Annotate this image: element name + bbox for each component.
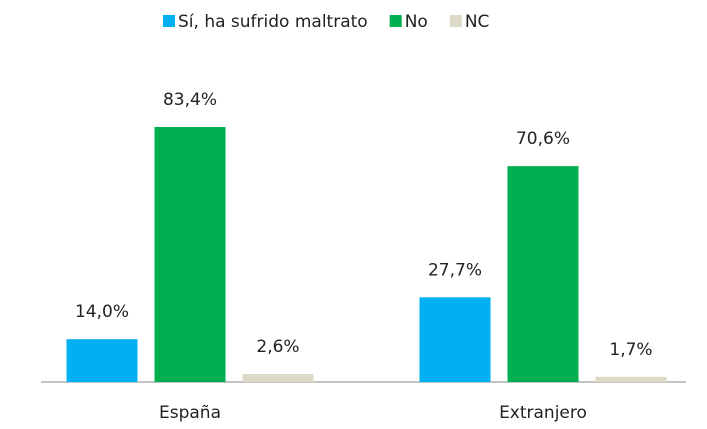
x-tick-label: Extranjero xyxy=(499,403,587,423)
bar xyxy=(595,376,667,382)
legend-swatch xyxy=(449,15,462,27)
data-label: 14,0% xyxy=(75,302,129,322)
bar xyxy=(66,339,138,382)
data-label: 1,7% xyxy=(609,340,652,360)
legend-swatch xyxy=(389,15,402,27)
data-label: 83,4% xyxy=(163,90,217,110)
legend-swatch xyxy=(163,15,175,27)
bar xyxy=(242,374,314,382)
bar xyxy=(419,297,491,382)
legend-label: NC xyxy=(465,12,490,32)
bar xyxy=(507,166,579,382)
data-label: 70,6% xyxy=(516,129,570,149)
bar xyxy=(154,127,226,382)
data-label: 2,6% xyxy=(256,337,299,357)
legend-label: No xyxy=(405,12,428,32)
legend-label: Sí, ha sufrido maltrato xyxy=(178,12,368,32)
x-tick-label: España xyxy=(159,403,221,423)
data-label: 27,7% xyxy=(428,260,482,280)
